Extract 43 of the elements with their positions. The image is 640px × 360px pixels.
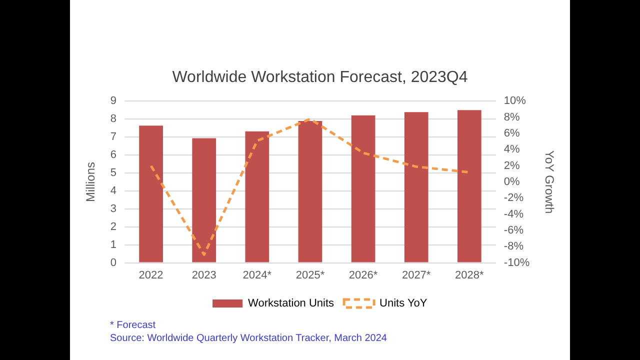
y2-tick-label: 2% (504, 160, 520, 172)
y2-tick-label: -2% (504, 192, 524, 204)
y-axis-title: Millions (84, 162, 98, 202)
bar (457, 110, 482, 262)
bar (404, 112, 428, 262)
y-tick-label: 2 (110, 220, 117, 233)
y-tick-label: 6 (110, 149, 117, 162)
y2-tick-label: -8% (504, 240, 524, 253)
line-series (150, 118, 471, 256)
y2-tick-label: -4% (504, 208, 524, 220)
x-tick-label: 2023 (192, 269, 216, 282)
legend-label: Units YoY (380, 298, 428, 310)
y-tick-label: 0 (110, 256, 117, 269)
x-tick-label: 2024* (242, 269, 272, 282)
y2-tick-label: -6% (504, 224, 524, 237)
bar (192, 138, 216, 262)
y2-tick-label: 4% (504, 144, 520, 156)
y2-tick-label: 10% (504, 95, 526, 108)
y2-tick-label: 6% (504, 128, 520, 140)
x-tick-label: 2028* (455, 269, 484, 282)
x-tick-label: 2027* (402, 269, 432, 282)
x-tick-label: 2022 (138, 269, 164, 282)
y-tick-label: 4 (110, 185, 117, 198)
y2-axis-title: YoY Growth (542, 150, 556, 214)
x-tick-label: 2026* (348, 269, 378, 282)
y2-tick-label: 0% (504, 176, 520, 188)
y2-tick-label: 8% (504, 111, 520, 124)
source-note: Source: Worldwide Quarterly Workstation Tracker, March 2024 (110, 332, 388, 345)
y-tick-label: 9 (110, 95, 117, 108)
bar (298, 120, 322, 262)
bar (139, 126, 163, 262)
y-tick-label: 1 (110, 238, 117, 251)
bar (351, 115, 376, 262)
text: * Forecast (110, 319, 157, 332)
chart-title: Worldwide Workstation Forecast, 2023Q4 (172, 69, 468, 86)
bar (245, 131, 270, 262)
x-tick-label: 2025* (296, 269, 326, 282)
legend-label: Workstation Units (248, 298, 335, 310)
y2-tick-label: -10% (504, 256, 530, 269)
y-tick-label: 7 (110, 131, 117, 144)
y-tick-label: 3 (110, 202, 117, 215)
y-tick-label: 8 (110, 113, 117, 126)
y-tick-label: 5 (110, 167, 117, 180)
